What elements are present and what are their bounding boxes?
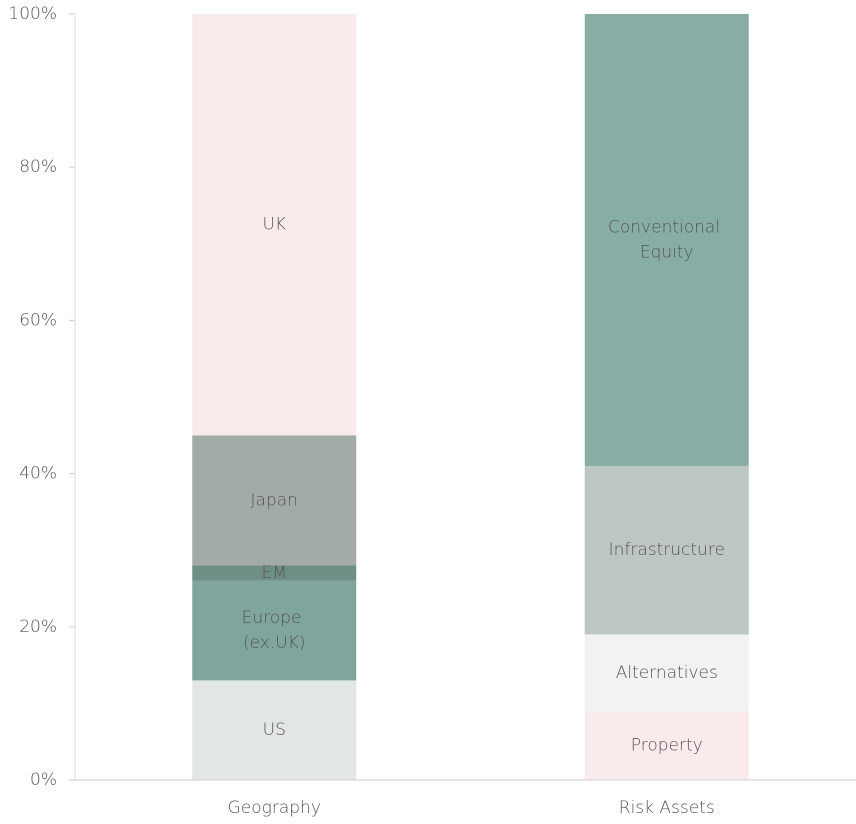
bar-segment (192, 14, 357, 436)
bar-segment (192, 680, 357, 780)
segment-label: Japan (251, 490, 298, 510)
segment-label: US (263, 720, 286, 740)
segment-label: Property (631, 736, 703, 756)
bar-segment (584, 465, 749, 635)
y-tick-label: 80% (19, 157, 57, 177)
bar-segment (584, 711, 749, 780)
segment-label: Europe (ex.UK) (242, 608, 307, 653)
bar-segment (192, 435, 357, 566)
x-tick-label: Risk Assets (619, 798, 715, 818)
y-tick-label: 0% (30, 770, 57, 790)
x-tick-label: Geography (228, 798, 321, 818)
bar-segment (584, 634, 749, 712)
segment-label: Conventional Equity (608, 217, 725, 262)
y-tick-label: 40% (19, 464, 57, 484)
y-tick-label: 20% (19, 617, 57, 637)
bar-segment (584, 14, 749, 466)
segment-label: EM (262, 563, 287, 583)
y-tick-label: 100% (8, 4, 57, 24)
y-tick-label: 60% (19, 310, 57, 330)
segment-label: Alternatives (616, 663, 718, 683)
bar-segment (192, 580, 357, 681)
bar-segment (192, 565, 357, 581)
segment-label: UK (262, 215, 286, 235)
segment-label: Infrastructure (609, 540, 725, 560)
